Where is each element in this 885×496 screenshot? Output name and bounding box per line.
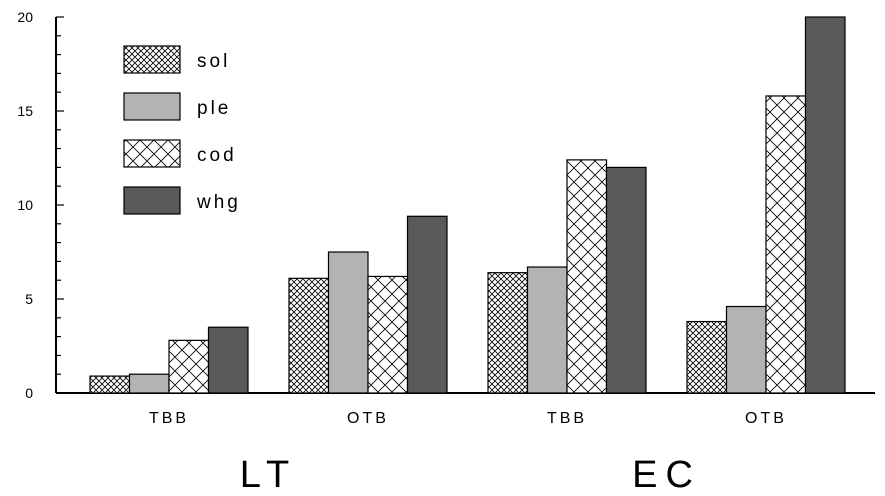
legend-swatch-sol [123, 45, 181, 74]
y-tick-label: 5 [25, 291, 33, 307]
bar-cod-4 [765, 95, 807, 394]
bar-sol-3 [487, 272, 529, 394]
legend-swatch-cod [123, 139, 181, 168]
legend-label-whg: whg [196, 192, 241, 213]
bar-ple-3 [526, 266, 568, 394]
bar-sol-4 [686, 320, 728, 394]
legend-label-sol: sol [197, 51, 230, 72]
legend-label-cod: cod [197, 145, 237, 166]
bar-cod-2 [367, 275, 409, 394]
legend-label-ple: ple [197, 98, 231, 119]
y-tick-label: 10 [17, 197, 33, 213]
x-tick-label: TBB [547, 410, 587, 427]
bar-sol-2 [288, 277, 330, 394]
y-tick-label: 20 [17, 9, 33, 25]
legend-swatch-whg [123, 186, 181, 215]
labels-layer: TBB OTB TBB OTB LT EC [149, 410, 787, 496]
bar-whg-2 [406, 215, 448, 394]
x-tick-label: TBB [149, 410, 189, 427]
bar-ple-1 [128, 373, 170, 394]
group-label: LT [240, 454, 298, 496]
bar-whg-4 [804, 16, 846, 394]
bar-whg-3 [605, 166, 647, 394]
group-label: EC [632, 454, 701, 496]
y-tick-label: 0 [25, 385, 33, 401]
bar-whg-1 [207, 326, 249, 394]
legend-swatch-ple [123, 92, 181, 121]
bar-cod-1 [168, 339, 210, 394]
bar-sol-1 [89, 375, 131, 394]
bar-cod-3 [566, 159, 608, 394]
bars-layer [89, 16, 846, 394]
y-tick-label: 15 [17, 103, 33, 119]
legend: sol ple cod whg [123, 45, 241, 215]
bar-ple-2 [327, 251, 369, 394]
bar-ple-4 [725, 305, 767, 394]
x-tick-label: OTB [347, 410, 389, 427]
x-tick-label: OTB [745, 410, 787, 427]
